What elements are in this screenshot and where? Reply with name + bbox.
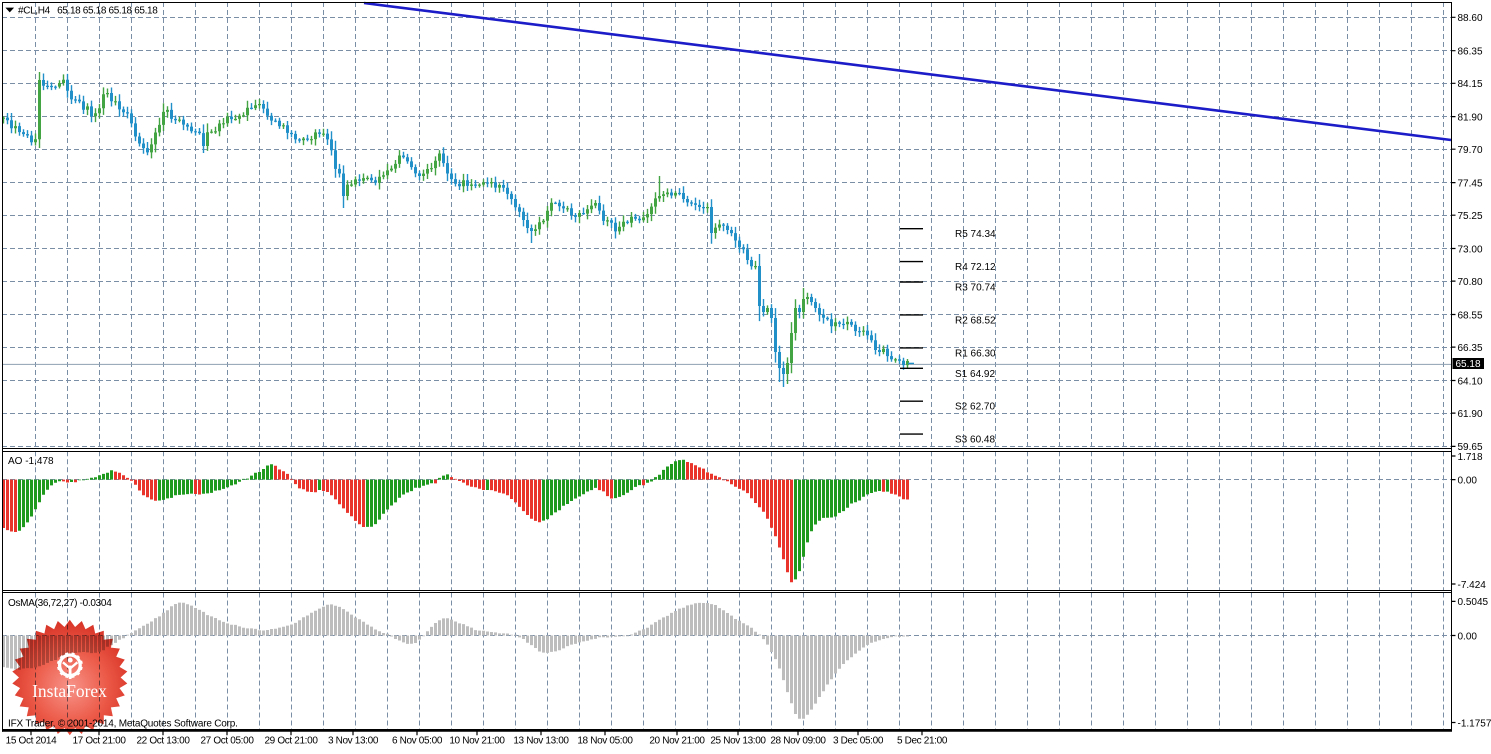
svg-text:75.25: 75.25 xyxy=(1458,211,1483,222)
svg-text:R2 68.52: R2 68.52 xyxy=(955,315,996,326)
svg-text:27 Oct 05:00: 27 Oct 05:00 xyxy=(200,736,254,747)
svg-text:17 Oct 21:00: 17 Oct 21:00 xyxy=(72,736,126,747)
svg-text:22 Oct 13:00: 22 Oct 13:00 xyxy=(136,736,190,747)
svg-text:25 Nov 13:00: 25 Nov 13:00 xyxy=(710,736,766,747)
svg-text:64.10: 64.10 xyxy=(1458,376,1483,387)
svg-text:3 Nov 13:00: 3 Nov 13:00 xyxy=(328,736,379,747)
svg-text:68.55: 68.55 xyxy=(1458,310,1483,321)
svg-text:81.90: 81.90 xyxy=(1458,112,1483,123)
svg-text:-1.1757: -1.1757 xyxy=(1458,718,1491,729)
svg-text:88.60: 88.60 xyxy=(1458,13,1483,24)
svg-text:3 Dec 05:00: 3 Dec 05:00 xyxy=(833,736,884,747)
svg-text:6 Nov 05:00: 6 Nov 05:00 xyxy=(392,736,443,747)
svg-text:70.80: 70.80 xyxy=(1458,277,1483,288)
svg-text:29 Oct 21:00: 29 Oct 21:00 xyxy=(264,736,318,747)
svg-text:13 Nov 13:00: 13 Nov 13:00 xyxy=(513,736,569,747)
svg-text:InstaForex: InstaForex xyxy=(32,681,107,701)
svg-text:R1 66.30: R1 66.30 xyxy=(955,348,996,359)
svg-text:-7.424: -7.424 xyxy=(1458,580,1487,591)
svg-text:66.35: 66.35 xyxy=(1458,343,1483,354)
svg-text:R3 70.74: R3 70.74 xyxy=(955,283,996,294)
svg-text:AO -1,478: AO -1,478 xyxy=(8,456,54,467)
svg-text:S1 64.92: S1 64.92 xyxy=(955,369,995,380)
svg-text:S3 60.48: S3 60.48 xyxy=(955,435,995,446)
svg-text:65.18: 65.18 xyxy=(1456,359,1481,370)
svg-text:18 Nov 05:00: 18 Nov 05:00 xyxy=(577,736,633,747)
svg-text:0.00: 0.00 xyxy=(1458,475,1478,486)
svg-text:R5 74.34: R5 74.34 xyxy=(955,229,996,240)
svg-text:#CL,H4 65.18 65.18 65.18 65.: #CL,H4 65.18 65.18 65.18 65.18 xyxy=(18,6,158,17)
svg-text:61.90: 61.90 xyxy=(1458,409,1483,420)
svg-text:0.5045: 0.5045 xyxy=(1458,597,1489,608)
svg-text:0.00: 0.00 xyxy=(1458,631,1478,642)
svg-text:20 Nov 21:00: 20 Nov 21:00 xyxy=(649,736,705,747)
svg-text:28 Nov 09:00: 28 Nov 09:00 xyxy=(770,736,826,747)
svg-text:R4 72.12: R4 72.12 xyxy=(955,262,996,273)
svg-text:79.70: 79.70 xyxy=(1458,145,1483,156)
svg-text:77.45: 77.45 xyxy=(1458,178,1483,189)
svg-text:1.718: 1.718 xyxy=(1458,452,1483,463)
svg-text:84.15: 84.15 xyxy=(1458,79,1483,90)
svg-text:OsMA(36,72,27) -0.0304: OsMA(36,72,27) -0.0304 xyxy=(8,598,112,609)
svg-text:10 Nov 21:00: 10 Nov 21:00 xyxy=(449,736,505,747)
svg-text:5 Dec 21:00: 5 Dec 21:00 xyxy=(897,736,948,747)
svg-text:86.35: 86.35 xyxy=(1458,47,1483,58)
svg-text:73.00: 73.00 xyxy=(1458,244,1483,255)
svg-text:S2 62.70: S2 62.70 xyxy=(955,402,995,413)
svg-text:15 Oct 2014: 15 Oct 2014 xyxy=(6,736,57,747)
